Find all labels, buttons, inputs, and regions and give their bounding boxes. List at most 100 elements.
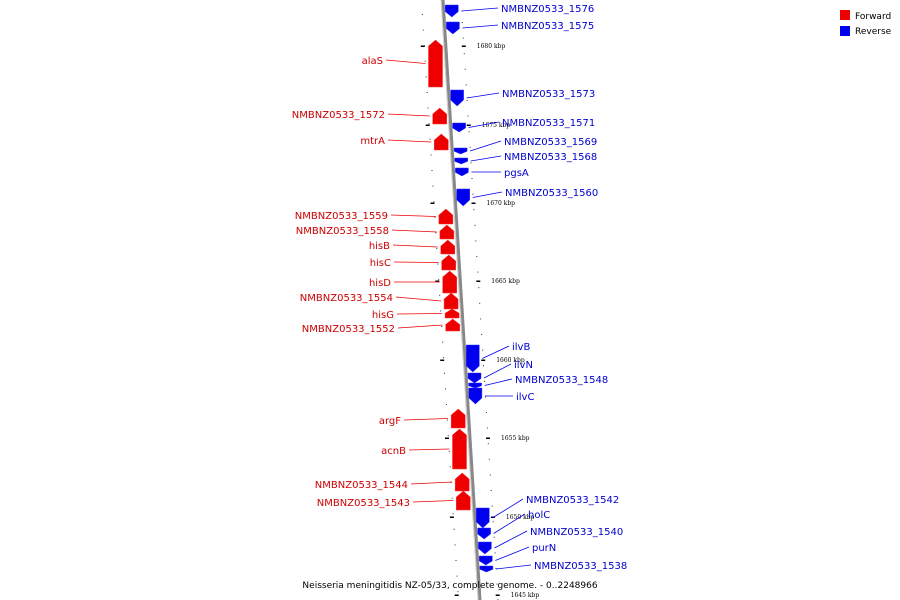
gene-hisc[interactable]: hisC — [370, 254, 456, 271]
gene-nmbnz0533-1548[interactable]: NMBNZ0533_1548 — [468, 375, 609, 389]
gene-nmbnz0533-1572[interactable]: NMBNZ0533_1572 — [292, 107, 447, 125]
gene-ilvb[interactable]: ilvB — [466, 342, 530, 373]
forward-strand-genes: alaS NMBNZ0533_1572 mtrA NMBNZ0533_1559 NMBN… — [292, 39, 471, 511]
minor-tick-dots — [421, 14, 499, 600]
reverse-gene-arrow[interactable] — [479, 565, 494, 573]
tick-label: 1680 kbp — [477, 43, 506, 50]
gene-nmbnz0533-1560[interactable]: NMBNZ0533_1560 — [456, 188, 599, 207]
forward-gene-arrow[interactable] — [440, 239, 456, 255]
genome-caption: Neisseria meningitidis NZ-05/33, complet… — [302, 581, 597, 591]
gene-label: NMBNZ0533_1573 — [502, 89, 595, 100]
gene-nmbnz0533-1552[interactable]: NMBNZ0533_1552 — [302, 318, 460, 335]
reverse-gene-arrow[interactable] — [455, 167, 469, 177]
reverse-gene-arrow[interactable] — [445, 4, 459, 18]
tick-label: 1655 kbp — [501, 435, 530, 442]
gene-label: NMBNZ0533_1569 — [504, 137, 597, 148]
reverse-gene-arrow[interactable] — [454, 157, 468, 165]
gene-ilvn[interactable]: ilvN — [467, 360, 533, 384]
gene-label: NMBNZ0533_1560 — [505, 188, 598, 199]
forward-gene-arrow[interactable] — [444, 308, 460, 319]
gene-mtra[interactable]: mtrA — [360, 133, 449, 151]
tick-label: 1675 kbp — [482, 122, 511, 129]
reverse-gene-arrow[interactable] — [478, 541, 492, 555]
major-tick: 1665 kbp — [435, 278, 520, 285]
forward-gene-arrow[interactable] — [432, 107, 447, 125]
major-tick: 1680 kbp — [420, 43, 506, 50]
tick-label: 1660 kbp — [496, 357, 525, 364]
gene-hisg[interactable]: hisG — [372, 308, 460, 321]
forward-gene-arrow[interactable] — [441, 254, 456, 271]
reverse-gene-arrow[interactable] — [466, 344, 480, 373]
gene-acnb[interactable]: acnB — [381, 428, 467, 470]
gene-nmbnz0533-1571[interactable]: NMBNZ0533_1571 — [452, 118, 596, 133]
major-ticks: 1680 kbp 1675 kbp 1670 kbp 1665 kbp 1660 kbp… — [420, 43, 540, 599]
gene-label: NMBNZ0533_1558 — [296, 226, 389, 237]
forward-gene-arrow[interactable] — [434, 133, 449, 151]
gene-label: NMBNZ0533_1559 — [295, 211, 388, 222]
gene-alas[interactable]: alaS — [362, 39, 443, 88]
gene-label: NMBNZ0533_1542 — [526, 495, 619, 506]
forward-gene-arrow[interactable] — [450, 408, 466, 429]
gene-label: hisC — [370, 258, 391, 269]
gene-label: hisG — [372, 310, 394, 321]
gene-label: argF — [379, 416, 401, 427]
gene-label: NMBNZ0533_1571 — [502, 118, 595, 129]
forward-gene-arrow[interactable] — [454, 472, 470, 492]
gene-nmbnz0533-1538[interactable]: NMBNZ0533_1538 — [479, 561, 627, 573]
gene-label: NMBNZ0533_1543 — [317, 498, 410, 509]
gene-pgsa[interactable]: pgsA — [455, 167, 529, 179]
forward-gene-arrow[interactable] — [452, 428, 467, 470]
gene-nmbnz0533-1576[interactable]: NMBNZ0533_1576 — [445, 4, 594, 18]
forward-gene-arrow[interactable] — [438, 208, 454, 225]
tick-label: 1645 kbp — [511, 592, 540, 599]
reverse-gene-arrow[interactable] — [467, 372, 482, 384]
gene-label: NMBNZ0533_1552 — [302, 324, 395, 335]
reverse-gene-arrow[interactable] — [452, 122, 466, 133]
reverse-gene-arrow[interactable] — [456, 188, 470, 207]
gene-nmbnz0533-1554[interactable]: NMBNZ0533_1554 — [300, 292, 459, 310]
gene-label: mtrA — [360, 136, 385, 147]
gene-purn[interactable]: purN — [479, 543, 556, 566]
gene-label: NMBNZ0533_1554 — [300, 293, 393, 304]
gene-hisd[interactable]: hisD — [369, 270, 457, 294]
forward-gene-arrow[interactable] — [442, 270, 457, 294]
reverse-gene-arrow[interactable] — [477, 527, 491, 540]
reverse-gene-arrow[interactable] — [468, 382, 482, 389]
reverse-gene-arrow[interactable] — [476, 507, 490, 529]
gene-nmbnz0533-1559[interactable]: NMBNZ0533_1559 — [295, 208, 454, 225]
gene-nmbnz0533-1540[interactable]: NMBNZ0533_1540 — [478, 527, 623, 555]
gene-label: NMBNZ0533_1548 — [515, 375, 608, 386]
major-tick: 1650 kbp — [449, 514, 535, 521]
gene-hisb[interactable]: hisB — [369, 239, 456, 255]
reverse-gene-arrow[interactable] — [479, 555, 493, 566]
gene-label: NMBNZ0533_1544 — [315, 480, 408, 491]
gene-nmbnz0533-1573[interactable]: NMBNZ0533_1573 — [450, 89, 596, 107]
tick-label: 1665 kbp — [491, 278, 520, 285]
reverse-gene-arrow[interactable] — [450, 89, 464, 107]
gene-nmbnz0533-1569[interactable]: NMBNZ0533_1569 — [453, 137, 597, 155]
forward-gene-arrow[interactable] — [456, 490, 471, 511]
gene-nmbnz0533-1543[interactable]: NMBNZ0533_1543 — [317, 490, 471, 511]
gene-nmbnz0533-1575[interactable]: NMBNZ0533_1575 — [446, 21, 594, 35]
major-tick: 1670 kbp — [430, 200, 516, 207]
legend: Forward Reverse — [840, 10, 892, 37]
gene-nmbnz0533-1542[interactable]: NMBNZ0533_1542 — [476, 495, 619, 529]
gene-nmbnz0533-1558[interactable]: NMBNZ0533_1558 — [296, 224, 455, 240]
gene-label: purN — [532, 543, 556, 554]
reverse-gene-arrow[interactable] — [468, 387, 483, 405]
tick-label: 1670 kbp — [487, 200, 516, 207]
gene-nmbnz0533-1568[interactable]: NMBNZ0533_1568 — [454, 152, 598, 165]
backbone — [440, 0, 482, 600]
gene-ilvc[interactable]: ilvC — [468, 387, 535, 405]
legend-forward-swatch — [840, 10, 850, 20]
forward-gene-arrow[interactable] — [439, 224, 455, 240]
reverse-gene-arrow[interactable] — [446, 21, 460, 35]
gene-holc[interactable]: holC — [477, 510, 551, 540]
forward-gene-arrow[interactable] — [428, 39, 443, 88]
gene-label: NMBNZ0533_1540 — [530, 527, 623, 538]
gene-nmbnz0533-1544[interactable]: NMBNZ0533_1544 — [315, 472, 470, 492]
forward-gene-arrow[interactable] — [443, 292, 459, 310]
gene-argf[interactable]: argF — [379, 408, 466, 429]
forward-gene-arrow[interactable] — [445, 318, 460, 332]
reverse-gene-arrow[interactable] — [453, 147, 468, 155]
